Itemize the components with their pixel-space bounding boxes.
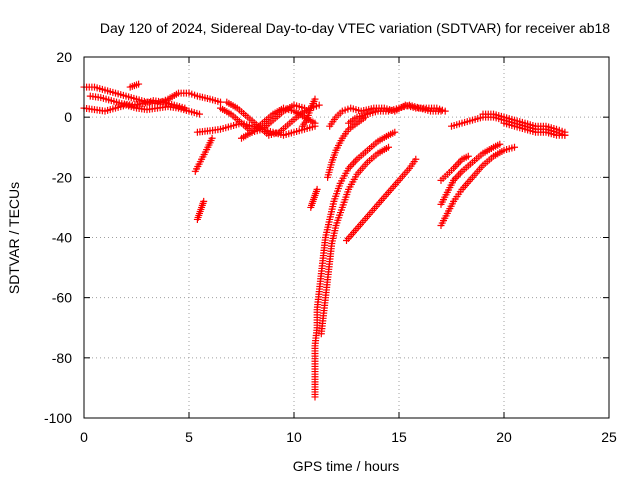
- series-arc-19: [437, 143, 518, 229]
- y-tick-label: -100: [44, 410, 72, 426]
- y-tick-labels: -100 -80 -60 -40 -20 0 20: [44, 49, 72, 426]
- data-point: [313, 185, 321, 193]
- x-tick-label: 20: [496, 429, 512, 445]
- chart-title: Day 120 of 2024, Sidereal Day-to-day VTE…: [100, 20, 610, 36]
- y-axis-label: SDTVAR / TECUs: [6, 182, 22, 294]
- series-arc-17: [345, 101, 445, 127]
- series-arc-4: [126, 80, 143, 91]
- y-tick-label: -80: [52, 350, 72, 366]
- data-point: [455, 159, 463, 167]
- data-point: [196, 110, 203, 118]
- y-tick-label: -40: [52, 230, 72, 246]
- data-point: [511, 143, 518, 151]
- data-points: [80, 80, 569, 401]
- y-tick-label: -20: [52, 169, 72, 185]
- data-point: [208, 134, 216, 142]
- series-arc-13: [311, 128, 399, 401]
- x-tick-label: 25: [601, 429, 617, 445]
- data-point: [437, 107, 445, 115]
- data-point: [346, 163, 354, 171]
- y-tick-label: -60: [52, 290, 72, 306]
- x-tick-label: 0: [80, 429, 88, 445]
- series-arc-23: [479, 110, 569, 136]
- series-arc-20: [437, 140, 504, 208]
- series-arc-3: [86, 92, 189, 112]
- data-point: [301, 104, 308, 112]
- data-point: [181, 104, 189, 112]
- data-point: [412, 155, 420, 163]
- tick-marks: [83, 56, 610, 419]
- series-arc-10: [193, 197, 208, 223]
- data-point: [561, 131, 569, 139]
- data-point: [391, 128, 399, 136]
- data-point: [451, 163, 459, 171]
- x-tick-labels: 0 5 10 15 20 25: [80, 429, 617, 445]
- data-point: [385, 143, 392, 151]
- y-tick-label: 20: [56, 49, 72, 65]
- x-axis-label: GPS time / hours: [293, 458, 400, 474]
- data-point: [464, 152, 472, 160]
- series-arc-9: [191, 134, 216, 175]
- x-tick-label: 15: [391, 429, 407, 445]
- data-point: [350, 159, 358, 167]
- series-arc-18: [343, 155, 420, 245]
- data-point: [315, 101, 323, 109]
- data-point: [453, 161, 461, 169]
- series-arc-12: [307, 185, 321, 211]
- series-arc-1: [80, 83, 224, 108]
- y-tick-label: 0: [64, 109, 72, 125]
- data-point: [456, 169, 464, 177]
- data-point: [311, 95, 319, 103]
- data-point: [200, 197, 208, 205]
- series-arc-21: [437, 152, 472, 184]
- series-arc-15: [324, 113, 369, 181]
- data-point: [496, 140, 504, 148]
- data-point: [453, 173, 461, 181]
- series-arc-24: [500, 119, 569, 139]
- data-point: [217, 98, 224, 106]
- data-point: [348, 161, 356, 169]
- series-arc-14: [317, 143, 392, 338]
- data-point: [351, 157, 359, 165]
- series-arc-16: [326, 101, 449, 130]
- data-point: [311, 119, 319, 127]
- x-tick-label: 10: [286, 429, 302, 445]
- series-arc-2: [80, 101, 203, 118]
- x-tick-label: 5: [185, 429, 193, 445]
- data-point: [135, 80, 143, 88]
- series-arc-11: [298, 95, 319, 130]
